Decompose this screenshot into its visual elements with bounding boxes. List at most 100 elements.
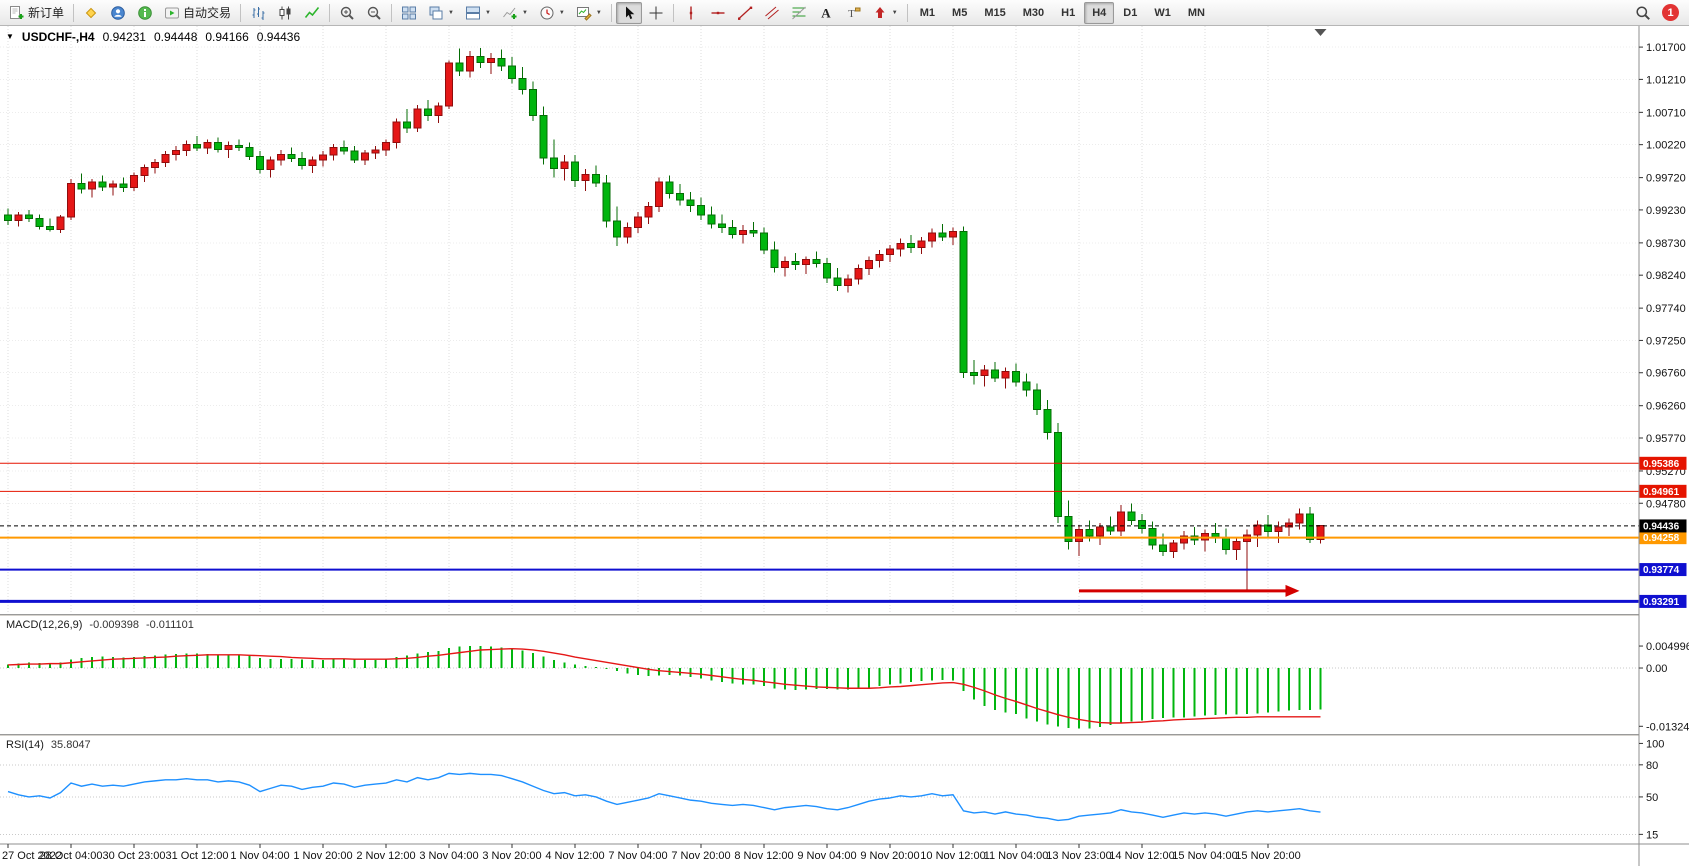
- svg-text:0.94436: 0.94436: [1643, 521, 1680, 532]
- svg-text:1 Nov 20:00: 1 Nov 20:00: [293, 850, 352, 862]
- search-icon: [1635, 5, 1651, 21]
- price-badge: 0.94258: [1639, 531, 1687, 545]
- bar-chart-button[interactable]: [245, 2, 271, 24]
- grid-layer: [0, 26, 1639, 614]
- horizontal-line-button[interactable]: [705, 2, 731, 24]
- svg-text:4 Nov 12:00: 4 Nov 12:00: [545, 850, 604, 862]
- svg-text:0.94961: 0.94961: [1643, 487, 1680, 498]
- tf-h4-button[interactable]: H4: [1084, 1, 1115, 24]
- tf-m30-button[interactable]: M30: [1015, 2, 1052, 24]
- macd-signal-value: -0.011101: [145, 619, 194, 631]
- channel-button[interactable]: [759, 2, 785, 24]
- main-toolbar: 新订单 自动交易 ▼ ▼ ▼ ▼ ▼ A T ▼ M1 M5 M15 M30 H1 H4 D1 W1 MN 1: [0, 0, 1689, 26]
- new-order-button-label: 新订单: [28, 6, 65, 20]
- svg-text:0.94258: 0.94258: [1643, 533, 1680, 544]
- chart-background: [0, 26, 1689, 866]
- rsi-line: [7, 772, 1321, 822]
- candles-icon: [277, 5, 293, 21]
- label-button[interactable]: T: [840, 2, 866, 24]
- tf-w1-button-label: W1: [1154, 6, 1171, 19]
- macd-panel: [0, 646, 1639, 729]
- zoom-out-icon: [366, 5, 382, 21]
- one-click-trading-toggle-icon[interactable]: ▼: [6, 32, 14, 41]
- fibo-icon: [791, 5, 807, 21]
- crosshair-button[interactable]: [643, 2, 669, 24]
- svg-text:1 Nov 04:00: 1 Nov 04:00: [230, 850, 289, 862]
- panel-separator[interactable]: [0, 614, 1689, 617]
- dropdown-caret-icon: ▼: [448, 9, 454, 16]
- new-order-icon: [9, 5, 25, 21]
- close-value: 0.94436: [256, 30, 301, 44]
- line-chart-icon: [304, 5, 320, 21]
- search-button[interactable]: [1630, 2, 1656, 24]
- toolbar-separator: [610, 3, 612, 22]
- tile-windows-button[interactable]: [396, 2, 422, 24]
- arrows-icon: [872, 5, 888, 21]
- tf-m1-button-label: M1: [919, 6, 936, 19]
- autotrading-button[interactable]: 自动交易: [159, 2, 236, 24]
- panel-separator[interactable]: [0, 734, 1689, 737]
- arrows-button[interactable]: ▼: [867, 2, 903, 24]
- tf-m5-button[interactable]: M5: [944, 2, 975, 24]
- tf-m15-button[interactable]: M15: [976, 2, 1013, 24]
- price-axis[interactable]: 1.01700 1.01210 1.00710 1.00220 0.99720 0.992…: [1638, 26, 1689, 866]
- tf-mn-button[interactable]: MN: [1180, 2, 1213, 24]
- price-badge: 0.93291: [1639, 594, 1687, 608]
- zoom-in-button[interactable]: [334, 2, 360, 24]
- trendline-button[interactable]: [732, 2, 758, 24]
- candlestick-chart-button[interactable]: [272, 2, 298, 24]
- rsi-value: 35.8047: [50, 739, 91, 751]
- line-chart-button[interactable]: [299, 2, 325, 24]
- fibonacci-button[interactable]: [786, 2, 812, 24]
- price-badge: 0.94961: [1639, 484, 1687, 498]
- tf-mn-button-label: MN: [1187, 6, 1205, 19]
- price-badge: 0.95386: [1639, 456, 1687, 470]
- svg-text:30 Oct 23:00: 30 Oct 23:00: [103, 850, 166, 862]
- tf-d1-button[interactable]: D1: [1115, 2, 1145, 24]
- toolbar-separator: [672, 3, 674, 22]
- trend-arrow-object[interactable]: [1079, 584, 1300, 597]
- vertical-line-button[interactable]: [678, 2, 704, 24]
- cascade-windows-button[interactable]: ▼: [423, 2, 459, 24]
- svg-text:T: T: [848, 8, 855, 20]
- svg-text:0.95386: 0.95386: [1643, 459, 1680, 470]
- svg-text:50: 50: [1646, 792, 1658, 804]
- svg-text:0.98240: 0.98240: [1646, 270, 1686, 282]
- autotrading-button-label: 自动交易: [183, 6, 232, 20]
- open-value: 0.94231: [102, 30, 146, 44]
- templates-button[interactable]: ▼: [571, 2, 607, 24]
- news-button[interactable]: [132, 2, 158, 24]
- dropdown-caret-icon: ▼: [521, 9, 528, 16]
- cascade-icon: [428, 5, 444, 21]
- macd-name: MACD(12,26,9): [6, 619, 83, 631]
- svg-text:0.97250: 0.97250: [1646, 335, 1686, 347]
- tf-h1-button[interactable]: H1: [1053, 2, 1083, 24]
- chart-window[interactable]: 1.01700 1.01210 1.00710 1.00220 0.99720 0.992…: [0, 26, 1689, 866]
- svg-text:0.94780: 0.94780: [1646, 498, 1686, 510]
- svg-text:15: 15: [1646, 829, 1658, 841]
- market-watch-button[interactable]: [105, 2, 131, 24]
- price-chart-canvas[interactable]: 1.01700 1.01210 1.00710 1.00220 0.99720 0.992…: [0, 26, 1689, 866]
- text-button[interactable]: A: [813, 2, 839, 24]
- svg-text:0.93291: 0.93291: [1643, 597, 1680, 608]
- tf-d1-button-label: D1: [1123, 6, 1138, 19]
- new-order-button[interactable]: 新订单: [4, 2, 69, 24]
- zoom-out-button[interactable]: [361, 2, 387, 24]
- arrange-windows-button[interactable]: ▼: [460, 2, 496, 24]
- dropdown-caret-icon: ▼: [595, 9, 602, 16]
- svg-text:13 Nov 23:00: 13 Nov 23:00: [1046, 850, 1111, 862]
- hline-icon: [710, 5, 726, 21]
- indicators-button[interactable]: ▼: [497, 2, 533, 24]
- chart-shift-marker[interactable]: [1314, 29, 1327, 36]
- tf-m1-button[interactable]: M1: [912, 2, 943, 24]
- notifications-badge[interactable]: 1: [1662, 4, 1679, 21]
- periods-button[interactable]: ▼: [534, 2, 570, 24]
- svg-text:0.95770: 0.95770: [1646, 433, 1686, 445]
- svg-text:3 Nov 04:00: 3 Nov 04:00: [419, 850, 478, 862]
- metaeditor-button[interactable]: [78, 2, 104, 24]
- tf-w1-button[interactable]: W1: [1146, 2, 1179, 24]
- cursor-button[interactable]: [615, 1, 642, 24]
- rsi-panel: [0, 764, 1639, 835]
- metaeditor-icon: [83, 5, 99, 21]
